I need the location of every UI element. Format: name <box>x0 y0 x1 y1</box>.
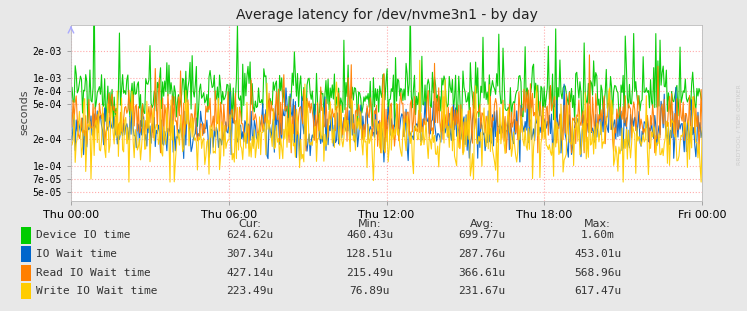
Text: 287.76u: 287.76u <box>458 249 506 259</box>
Text: 128.51u: 128.51u <box>346 249 394 259</box>
Title: Average latency for /dev/nvme3n1 - by day: Average latency for /dev/nvme3n1 - by da… <box>235 8 538 22</box>
Y-axis label: seconds: seconds <box>19 90 30 136</box>
Text: Max:: Max: <box>584 219 611 229</box>
Text: 624.62u: 624.62u <box>226 230 274 240</box>
Text: 699.77u: 699.77u <box>458 230 506 240</box>
Text: Cur:: Cur: <box>239 219 261 229</box>
Text: 427.14u: 427.14u <box>226 268 274 278</box>
Text: Write IO Wait time: Write IO Wait time <box>36 286 158 296</box>
Text: RRDTOOL / TOBI OETIKER: RRDTOOL / TOBI OETIKER <box>737 84 742 165</box>
Text: 76.89u: 76.89u <box>350 286 390 296</box>
Text: 617.47u: 617.47u <box>574 286 622 296</box>
Text: 460.43u: 460.43u <box>346 230 394 240</box>
Text: IO Wait time: IO Wait time <box>36 249 117 259</box>
Text: Avg:: Avg: <box>470 219 494 229</box>
Text: Min:: Min: <box>358 219 382 229</box>
Text: 568.96u: 568.96u <box>574 268 622 278</box>
Text: 215.49u: 215.49u <box>346 268 394 278</box>
Text: 1.60m: 1.60m <box>580 230 615 240</box>
Text: 366.61u: 366.61u <box>458 268 506 278</box>
Text: 307.34u: 307.34u <box>226 249 274 259</box>
Text: 223.49u: 223.49u <box>226 286 274 296</box>
Text: 231.67u: 231.67u <box>458 286 506 296</box>
Text: Device IO time: Device IO time <box>36 230 131 240</box>
Text: Read IO Wait time: Read IO Wait time <box>36 268 151 278</box>
Text: 453.01u: 453.01u <box>574 249 622 259</box>
